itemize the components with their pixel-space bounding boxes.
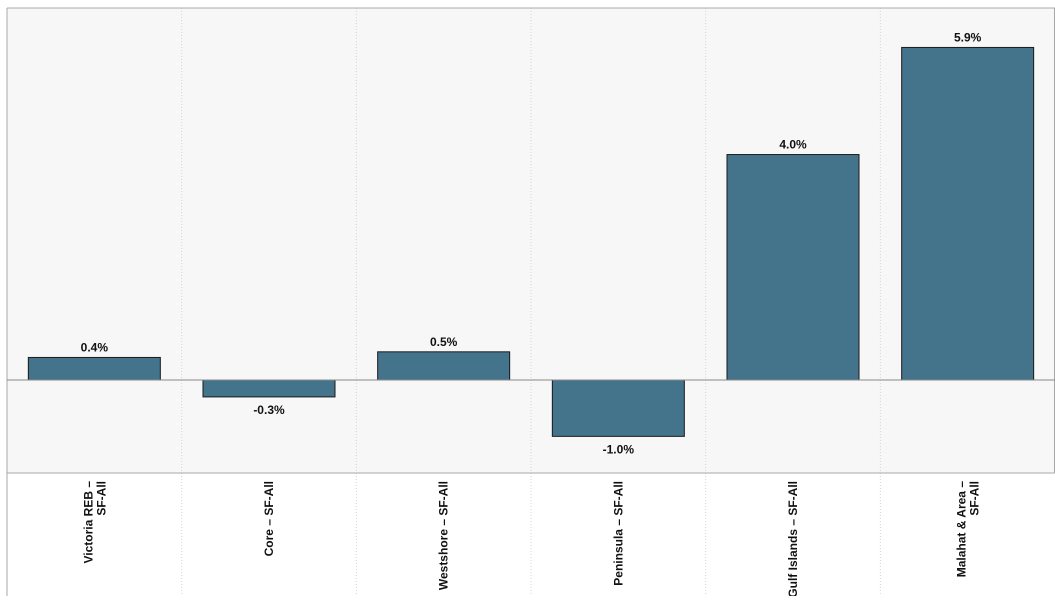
bar — [901, 46, 1035, 381]
x-tick-label: Victoria REB –SF-All — [81, 481, 108, 564]
x-tick-label: Peninsula – SF-All — [611, 481, 625, 586]
bar — [551, 379, 685, 437]
bar — [27, 356, 161, 381]
data-label: 0.5% — [430, 335, 458, 349]
data-labels: 0.4% -0.3% 0.5% -1.0% 4.0% 5.9% — [81, 30, 982, 456]
x-tick-label: Gulf Islands – SF-All — [786, 481, 800, 596]
x-tick-label: Westshore – SF-All — [437, 481, 451, 590]
data-label: 0.4% — [81, 340, 109, 354]
grid-lines — [181, 8, 881, 596]
bars — [27, 46, 1035, 437]
x-tick-labels: Victoria REB –SF-All Core – SF-All Westsho… — [81, 481, 982, 598]
x-tick-label: Malahat & Area –SF-All — [955, 481, 982, 578]
bar — [377, 351, 511, 381]
data-label: -1.0% — [603, 442, 635, 456]
bar — [726, 154, 860, 381]
bar — [202, 379, 336, 398]
data-label: -0.3% — [253, 403, 285, 417]
data-label: 5.9% — [954, 30, 982, 44]
x-tick-label: Core – SF-All — [262, 481, 276, 556]
data-label: 4.0% — [779, 138, 807, 152]
